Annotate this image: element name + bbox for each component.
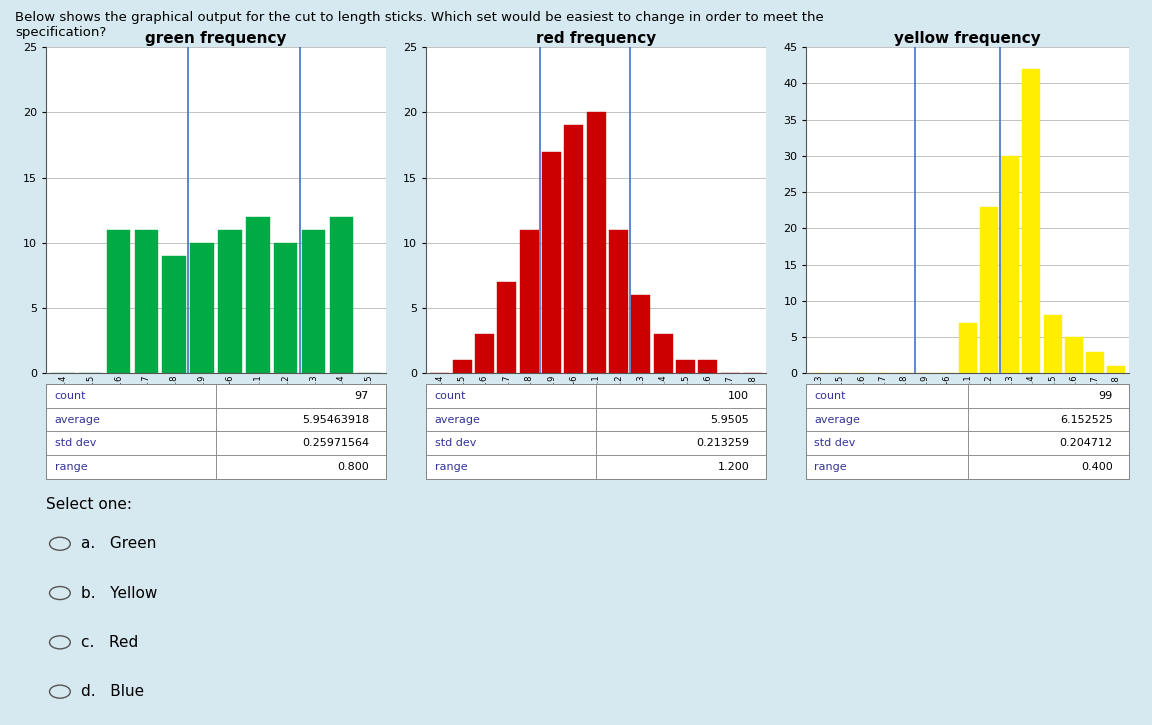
Bar	[1064, 337, 1083, 373]
Text: 0.800: 0.800	[338, 462, 369, 472]
Text: range: range	[814, 462, 847, 472]
Text: c.   Red: c. Red	[81, 635, 138, 650]
Text: range: range	[434, 462, 468, 472]
Text: 1.200: 1.200	[718, 462, 749, 472]
Bar	[107, 230, 130, 373]
Text: Select one:: Select one:	[46, 497, 132, 512]
Text: 0.400: 0.400	[1081, 462, 1113, 472]
Bar	[564, 125, 583, 373]
Bar	[958, 323, 977, 373]
Bar	[609, 230, 628, 373]
Bar	[698, 360, 718, 373]
Bar	[218, 230, 242, 373]
Text: b.   Yellow: b. Yellow	[81, 586, 157, 600]
Text: a.   Green: a. Green	[81, 536, 156, 551]
Text: 6.152525: 6.152525	[1060, 415, 1113, 425]
Text: average: average	[434, 415, 480, 425]
Text: count: count	[814, 391, 846, 401]
Bar	[302, 230, 325, 373]
Bar	[980, 207, 998, 373]
Text: 97: 97	[355, 391, 369, 401]
Text: average: average	[814, 415, 861, 425]
Bar	[274, 243, 297, 373]
Bar	[676, 360, 695, 373]
Bar	[1107, 366, 1126, 373]
Title: green frequency: green frequency	[145, 31, 287, 46]
Text: std dev: std dev	[434, 438, 476, 448]
Bar	[520, 230, 539, 373]
Bar	[586, 112, 606, 373]
Bar	[1022, 69, 1040, 373]
Bar	[631, 295, 651, 373]
Text: count: count	[54, 391, 86, 401]
Bar	[162, 256, 187, 373]
Title: red frequency: red frequency	[536, 31, 657, 46]
Text: 0.213259: 0.213259	[696, 438, 749, 448]
Bar	[541, 152, 561, 373]
Bar	[329, 217, 354, 373]
Text: 100: 100	[728, 391, 749, 401]
Text: 99: 99	[1099, 391, 1113, 401]
Text: average: average	[54, 415, 100, 425]
Text: count: count	[434, 391, 467, 401]
Text: 5.95463918: 5.95463918	[302, 415, 369, 425]
Text: 0.25971564: 0.25971564	[302, 438, 369, 448]
Text: 5.9505: 5.9505	[711, 415, 749, 425]
Bar	[1044, 315, 1062, 373]
Text: d.   Blue: d. Blue	[81, 684, 144, 699]
Text: Below shows the graphical output for the cut to length sticks. Which set would b: Below shows the graphical output for the…	[15, 11, 824, 39]
Bar	[245, 217, 270, 373]
Bar	[1001, 156, 1020, 373]
Text: 0.204712: 0.204712	[1060, 438, 1113, 448]
Text: std dev: std dev	[814, 438, 856, 448]
Title: yellow frequency: yellow frequency	[894, 31, 1041, 46]
Bar	[475, 334, 494, 373]
Bar	[653, 334, 673, 373]
Bar	[453, 360, 471, 373]
Text: range: range	[54, 462, 88, 472]
Text: std dev: std dev	[54, 438, 96, 448]
Bar	[498, 282, 516, 373]
Bar	[1086, 352, 1104, 373]
Bar	[135, 230, 158, 373]
Bar	[190, 243, 214, 373]
